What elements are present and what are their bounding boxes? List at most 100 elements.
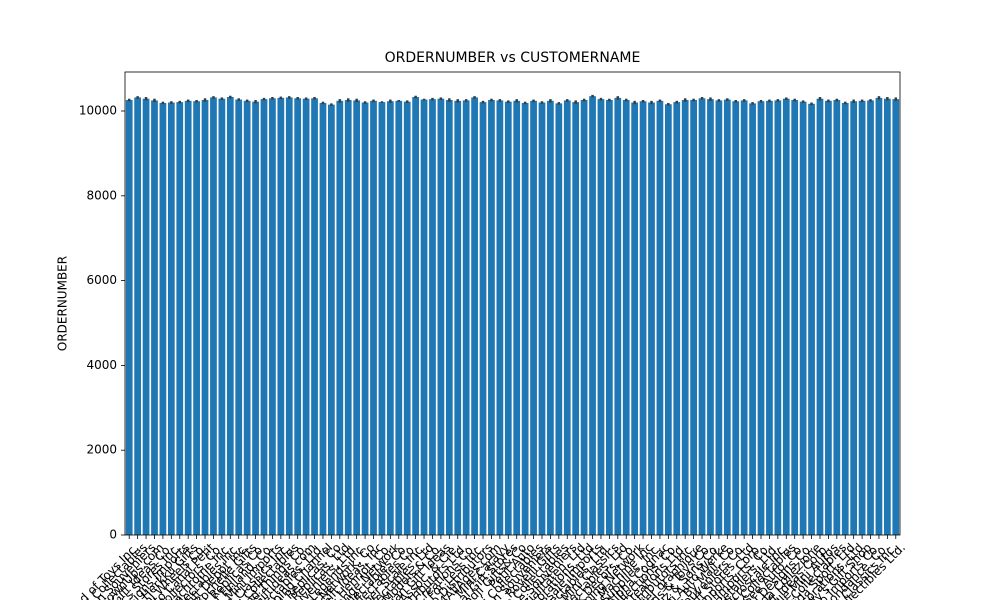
bar [176, 102, 184, 535]
bar [193, 101, 200, 535]
chart-title: ORDERNUMBER vs CUSTOMERNAME [385, 50, 641, 66]
bar [622, 99, 630, 535]
bar [547, 100, 554, 535]
bar [226, 97, 234, 535]
bar [277, 97, 285, 535]
bar [378, 102, 386, 535]
bar [386, 101, 394, 535]
bar [370, 100, 377, 535]
bar [841, 102, 849, 535]
bar [555, 103, 563, 535]
bar [336, 100, 344, 535]
bar [504, 101, 512, 535]
bar [664, 104, 672, 535]
bar [707, 99, 714, 535]
bar [589, 96, 596, 536]
bar [673, 102, 681, 535]
bar [218, 98, 226, 535]
bar [445, 99, 453, 535]
bar [799, 101, 807, 535]
bar [850, 101, 858, 535]
bar [260, 99, 268, 535]
bar [151, 100, 158, 536]
bar [892, 99, 900, 535]
y-tick-label: 2000 [86, 443, 117, 457]
bar [521, 102, 529, 535]
bar [361, 102, 369, 536]
bar [867, 100, 874, 536]
y-tick-label: 8000 [86, 188, 117, 202]
bar [269, 98, 276, 536]
bar [311, 98, 318, 536]
bar [639, 101, 647, 535]
bar [201, 99, 209, 535]
bar [412, 97, 419, 535]
bar [235, 99, 243, 536]
bar [285, 97, 293, 535]
bar [774, 100, 782, 536]
bar [791, 99, 799, 535]
bar [572, 102, 580, 535]
bar [302, 98, 310, 535]
y-tick-label: 10000 [79, 104, 117, 118]
bar [353, 100, 361, 536]
bar [690, 99, 697, 535]
bar [167, 102, 175, 536]
bar [319, 102, 327, 535]
bar [883, 98, 891, 535]
bar [125, 99, 133, 535]
bar [825, 100, 832, 535]
bar [858, 100, 866, 535]
bar [782, 98, 790, 535]
bar [698, 98, 706, 536]
bar [606, 99, 613, 535]
bar [142, 98, 150, 535]
bar [134, 97, 142, 535]
bar [766, 100, 773, 535]
bar [808, 103, 815, 536]
bar [816, 98, 824, 535]
bar [597, 99, 605, 535]
bar [740, 100, 748, 536]
bar [833, 99, 841, 535]
bar [488, 99, 495, 535]
bar [732, 101, 740, 535]
bar [496, 100, 504, 536]
bar [420, 99, 428, 536]
bar [749, 103, 756, 535]
bar [479, 102, 487, 535]
bar [210, 97, 217, 535]
bar [757, 101, 765, 535]
bar [462, 100, 470, 536]
bar [159, 102, 167, 535]
y-axis-label: ORDERNUMBER [56, 256, 70, 351]
bar [715, 100, 723, 536]
bar [454, 100, 462, 535]
bar [631, 102, 639, 536]
bar [437, 98, 445, 535]
y-tick-label: 0 [109, 528, 117, 542]
bar [252, 101, 259, 535]
bar [328, 104, 335, 536]
y-tick-label: 4000 [86, 358, 117, 372]
bar [656, 100, 664, 535]
bar [530, 100, 537, 535]
bar [184, 100, 192, 535]
bar [614, 97, 622, 535]
bar [403, 101, 411, 535]
bar [538, 102, 546, 536]
bar [580, 99, 588, 535]
bar [395, 100, 403, 535]
bar [243, 100, 251, 535]
bar [563, 100, 571, 536]
y-tick-label: 6000 [86, 273, 117, 287]
bar [875, 97, 883, 535]
bar [294, 98, 302, 536]
bar [471, 97, 478, 535]
bar [723, 99, 731, 536]
bar [344, 99, 352, 535]
plot-frame [124, 71, 901, 536]
bar [513, 100, 521, 535]
bar [648, 102, 655, 536]
